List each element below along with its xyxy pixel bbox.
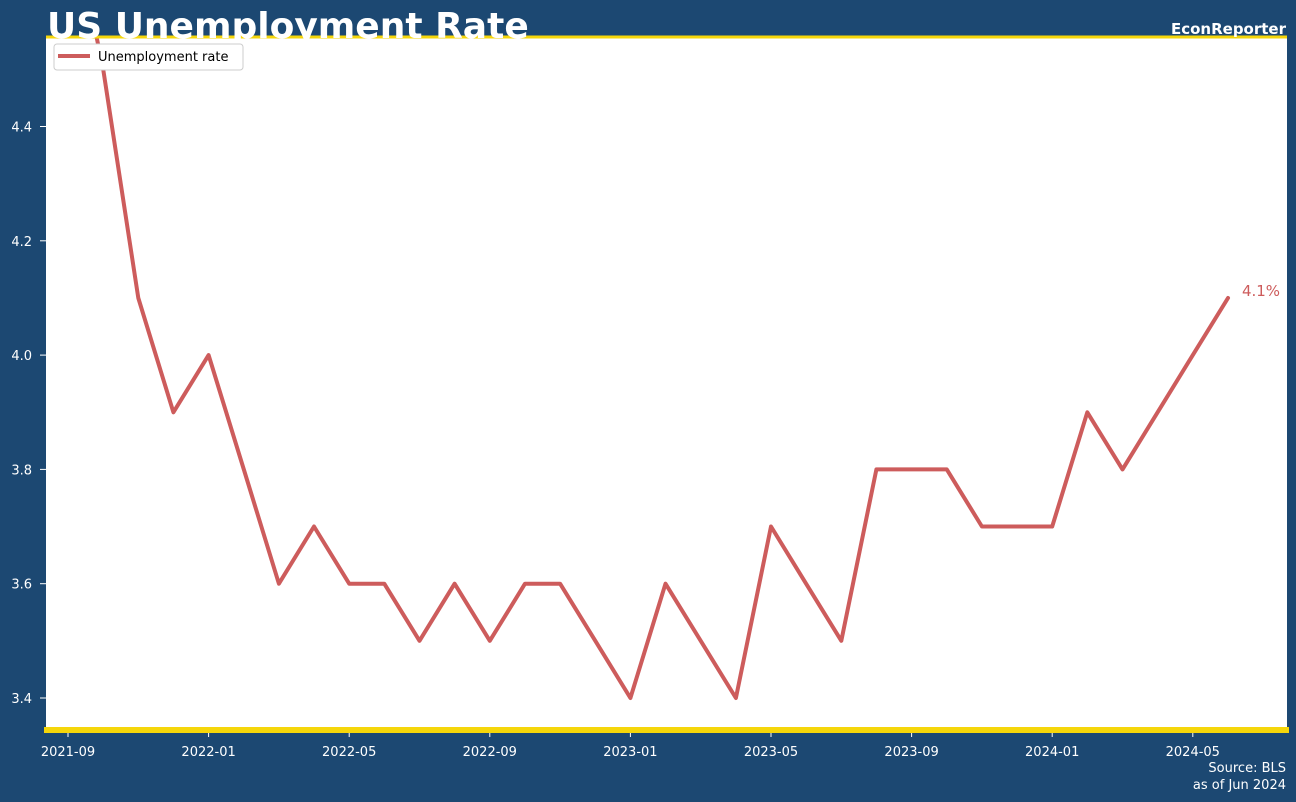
x-tick-label: 2024-05 bbox=[1166, 745, 1220, 760]
x-tick-label: 2023-01 bbox=[603, 745, 657, 760]
bottom-accent-rule bbox=[44, 727, 1289, 733]
x-axis: 2021-09 2022-01 2022-05 2022-09 2023-01 2023-… bbox=[41, 731, 1220, 760]
x-tick-label: 2024-01 bbox=[1025, 745, 1079, 760]
x-tick-label: 2021-09 bbox=[41, 745, 95, 760]
chart-title: US Unemployment Rate bbox=[47, 6, 529, 47]
x-tick-label: 2022-01 bbox=[181, 745, 235, 760]
legend: Unemployment rate bbox=[53, 43, 244, 71]
plot-area bbox=[46, 37, 1287, 731]
x-tick-label: 2023-09 bbox=[884, 745, 938, 760]
top-accent-rule bbox=[46, 35, 1287, 39]
y-tick-label: 4.0 bbox=[11, 349, 32, 364]
y-tick-label: 4.4 bbox=[11, 121, 32, 136]
x-tick-label: 2022-05 bbox=[322, 745, 376, 760]
brand-name: EconReporter bbox=[1171, 20, 1287, 38]
y-axis: 3.4 3.6 3.8 4.0 4.2 4.4 bbox=[11, 121, 46, 707]
y-tick-label: 3.4 bbox=[11, 692, 32, 707]
series-line-unemployment-rate bbox=[94, 37, 1230, 700]
x-tick-label: 2022-09 bbox=[463, 745, 517, 760]
end-value-label: 4.1% bbox=[1242, 282, 1280, 300]
y-tick-label: 3.8 bbox=[11, 463, 32, 478]
x-tick-label: 2023-05 bbox=[744, 745, 798, 760]
legend-box bbox=[53, 43, 244, 71]
source-note: Source: BLS bbox=[1208, 761, 1286, 776]
as-of-note: as of Jun 2024 bbox=[1193, 778, 1286, 793]
y-tick-label: 4.2 bbox=[11, 235, 32, 250]
y-tick-label: 3.6 bbox=[11, 578, 32, 593]
legend-label: Unemployment rate bbox=[98, 50, 228, 65]
